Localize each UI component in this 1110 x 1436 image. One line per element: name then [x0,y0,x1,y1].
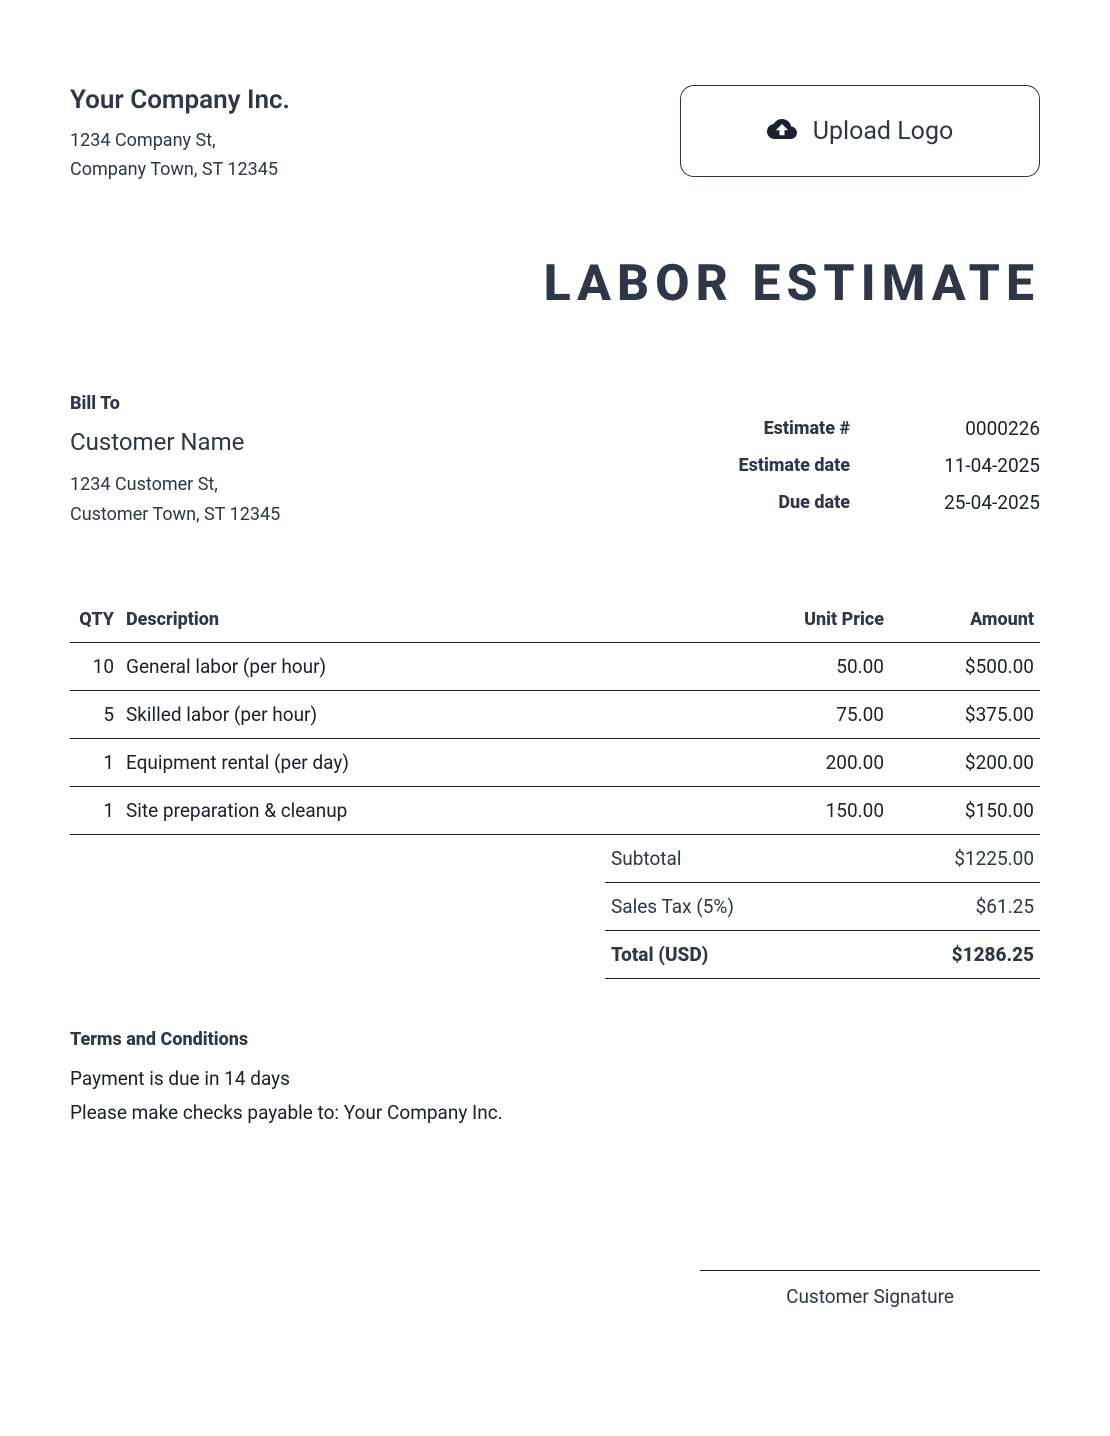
company-address-line1: 1234 Company St, [70,127,680,156]
company-address-line2: Company Town, ST 12345 [70,156,680,185]
cell-unit-price: 75.00 [710,690,890,738]
company-block: Your Company Inc. 1234 Company St, Compa… [70,85,680,185]
subtotal-row: Subtotal $1225.00 [605,835,1040,883]
customer-address: 1234 Customer St, Customer Town, ST 1234… [70,470,660,531]
tax-row: Sales Tax (5%) $61.25 [605,883,1040,931]
totals-block: Subtotal $1225.00 Sales Tax (5%) $61.25 … [605,835,1040,979]
estimate-date-value: 11-04-2025 [890,454,1040,477]
meta-row-due-date: Due date 25-04-2025 [660,491,1040,514]
cell-description: General labor (per hour) [120,642,710,690]
cell-qty: 10 [70,642,120,690]
company-name: Your Company Inc. [70,85,680,115]
subtotal-value: $1225.00 [954,847,1034,870]
cell-amount: $150.00 [890,786,1040,834]
due-date-label: Due date [660,492,850,513]
cell-unit-price: 50.00 [710,642,890,690]
meta-row-estimate-number: Estimate # 0000226 [660,417,1040,440]
estimate-meta-block: Estimate # 0000226 Estimate date 11-04-2… [660,417,1040,531]
cell-unit-price: 200.00 [710,738,890,786]
cell-amount: $200.00 [890,738,1040,786]
estimate-number-value: 0000226 [890,417,1040,440]
cell-amount: $375.00 [890,690,1040,738]
tax-value: $61.25 [976,895,1034,918]
terms-line-1: Payment is due in 14 days [70,1062,1040,1096]
total-label: Total (USD) [611,943,708,966]
total-value: $1286.25 [952,943,1034,966]
signature-block: Customer Signature [700,1270,1040,1308]
meta-row-estimate-date: Estimate date 11-04-2025 [660,454,1040,477]
cloud-upload-icon [767,116,797,146]
col-header-unit-price: Unit Price [710,601,890,643]
table-row: 10 General labor (per hour) 50.00 $500.0… [70,642,1040,690]
cell-qty: 1 [70,786,120,834]
cell-description: Skilled labor (per hour) [120,690,710,738]
bill-to-block: Bill To Customer Name 1234 Customer St, … [70,393,660,531]
customer-address-line2: Customer Town, ST 12345 [70,500,660,531]
header-row: Your Company Inc. 1234 Company St, Compa… [70,85,1040,185]
line-items-table: QTY Description Unit Price Amount 10 Gen… [70,601,1040,835]
cell-description: Site preparation & cleanup [120,786,710,834]
terms-block: Terms and Conditions Payment is due in 1… [70,1029,1040,1130]
table-row: 5 Skilled labor (per hour) 75.00 $375.00 [70,690,1040,738]
due-date-value: 25-04-2025 [890,491,1040,514]
customer-name: Customer Name [70,428,660,456]
upload-logo-label: Upload Logo [813,117,954,146]
col-header-amount: Amount [890,601,1040,643]
upload-logo-button[interactable]: Upload Logo [680,85,1040,177]
col-header-qty: QTY [70,601,120,643]
cell-unit-price: 150.00 [710,786,890,834]
customer-address-line1: 1234 Customer St, [70,470,660,501]
company-address: 1234 Company St, Company Town, ST 12345 [70,127,680,185]
table-row: 1 Equipment rental (per day) 200.00 $200… [70,738,1040,786]
terms-line-2: Please make checks payable to: Your Comp… [70,1096,1040,1130]
cell-description: Equipment rental (per day) [120,738,710,786]
estimate-number-label: Estimate # [660,418,850,439]
table-header-row: QTY Description Unit Price Amount [70,601,1040,643]
document-title: LABOR ESTIMATE [70,255,1040,313]
info-row: Bill To Customer Name 1234 Customer St, … [70,393,1040,531]
col-header-description: Description [120,601,710,643]
terms-heading: Terms and Conditions [70,1029,1040,1050]
signature-label: Customer Signature [700,1270,1040,1308]
tax-label: Sales Tax (5%) [611,895,734,918]
table-row: 1 Site preparation & cleanup 150.00 $150… [70,786,1040,834]
total-row: Total (USD) $1286.25 [605,931,1040,979]
cell-amount: $500.00 [890,642,1040,690]
estimate-date-label: Estimate date [660,455,850,476]
cell-qty: 1 [70,738,120,786]
cell-qty: 5 [70,690,120,738]
subtotal-label: Subtotal [611,847,681,870]
bill-to-label: Bill To [70,393,660,414]
